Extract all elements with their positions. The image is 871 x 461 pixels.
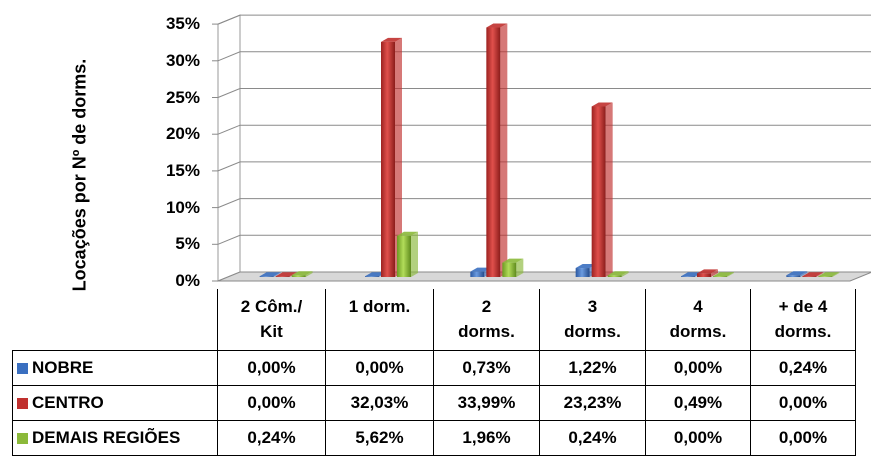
- table-row: DEMAIS REGIÕES 0,24% 5,62% 1,96% 0,24% 0,00% 0…: [12, 420, 856, 456]
- category-header-line: dorms.: [458, 322, 515, 341]
- y-tick-label: 15%: [165, 160, 200, 180]
- category-header: 2 dorms.: [433, 289, 540, 351]
- gridline: [217, 14, 871, 25]
- data-label: 0,00%: [217, 385, 326, 421]
- category-header: 3 dorms.: [539, 289, 646, 351]
- data-label: 0,00%: [750, 385, 856, 421]
- bar-1-1: [381, 37, 402, 278]
- bar-2-4: [713, 272, 734, 277]
- y-tick-label: 0%: [175, 271, 200, 290]
- table-header-row: 2 Côm./Kit 1 dorm. 2 dorms. 3 dorms. 4 dorms. +…: [12, 289, 856, 351]
- bar-1-3: [591, 102, 613, 278]
- bar-0-5: [786, 271, 808, 277]
- legend-entry: DEMAIS REGIÕES: [12, 420, 218, 456]
- plot-area: [217, 14, 871, 282]
- table-corner: [12, 289, 218, 351]
- series-name: CENTRO: [32, 393, 104, 412]
- y-tick-label: 25%: [165, 87, 200, 107]
- data-label: 1,22%: [539, 350, 646, 386]
- gridline: [217, 234, 871, 245]
- y-tick-label: 20%: [165, 124, 200, 144]
- category-header: 4 dorms.: [645, 289, 751, 351]
- y-tick-label: 10%: [165, 197, 200, 217]
- data-label: 0,00%: [750, 420, 856, 456]
- legend-entry: CENTRO: [12, 385, 218, 421]
- legend-swatch: [17, 363, 28, 374]
- bar-2-1: [397, 231, 418, 277]
- bar-0-0: [259, 272, 281, 277]
- data-label: 0,00%: [325, 350, 434, 386]
- y-axis-label: Locações por Nº de dorms.: [69, 58, 90, 292]
- category-header-line: dorms.: [669, 322, 727, 341]
- data-label: 33,99%: [433, 385, 540, 421]
- gridline: [217, 124, 871, 135]
- data-label: 32,03%: [325, 385, 434, 421]
- data-label: 5,62%: [325, 420, 434, 456]
- data-label: 0,24%: [539, 420, 646, 456]
- y-tick-label: 5%: [175, 234, 200, 254]
- category-header-line: dorms.: [774, 322, 832, 341]
- table-row: NOBRE 0,00% 0,00% 0,73% 1,22% 0,00% 0,24%: [12, 350, 856, 386]
- series-name: NOBRE: [32, 358, 94, 377]
- table-body: NOBRE 0,00% 0,00% 0,73% 1,22% 0,00% 0,24% CENTR…: [12, 350, 856, 456]
- category-header-line: + de 4: [778, 297, 828, 316]
- category-header: + de 4 dorms.: [750, 289, 856, 351]
- legend-swatch: [17, 398, 28, 409]
- bar-1-4: [697, 269, 718, 277]
- bar-2-2: [502, 258, 524, 277]
- gridline: [217, 88, 871, 98]
- category-header-line: Kit: [260, 322, 283, 341]
- data-label: 0,00%: [217, 350, 326, 386]
- floor: [217, 271, 871, 282]
- bar-chart: [212, 14, 871, 282]
- side-wall: [217, 14, 241, 282]
- bar-1-5: [802, 272, 824, 277]
- data-label: 0,00%: [645, 350, 751, 386]
- legend-swatch: [17, 433, 28, 444]
- data-label: 0,49%: [645, 385, 751, 421]
- category-header-line: [326, 319, 433, 344]
- gridline: [217, 161, 871, 172]
- bar-2-5: [818, 272, 840, 277]
- bar-2-3: [607, 271, 629, 277]
- data-label: 0,00%: [645, 420, 751, 456]
- data-label: 0,24%: [217, 420, 326, 456]
- category-header: 2 Côm./ Kit: [217, 289, 326, 351]
- bar-1-2: [486, 23, 508, 278]
- gridlines: [212, 14, 871, 282]
- category-header: 1 dorm.: [325, 289, 434, 351]
- y-tick-label: 30%: [165, 50, 200, 70]
- category-header-line: 4: [693, 297, 703, 316]
- category-header-line: 2: [481, 297, 492, 316]
- data-table: 2 Côm./Kit 1 dorm. 2 dorms. 3 dorms. 4 dorms. +…: [12, 289, 856, 456]
- gridline: [217, 198, 871, 209]
- category-header-line: dorms.: [564, 322, 621, 341]
- gridline: [217, 51, 871, 62]
- category-header-line: 2 Côm./: [240, 297, 303, 316]
- category-header-line: 3: [587, 297, 598, 316]
- data-label: 1,96%: [433, 420, 540, 456]
- legend-entry: NOBRE: [12, 350, 218, 386]
- category-header-line: 1 dorm.: [348, 297, 411, 316]
- y-tick-label: 35%: [165, 14, 200, 34]
- bars: [259, 23, 840, 278]
- data-label: 0,24%: [750, 350, 856, 386]
- series-name: DEMAIS REGIÕES: [32, 428, 181, 447]
- data-label: 0,73%: [433, 350, 540, 386]
- table-row: CENTRO 0,00% 32,03% 33,99% 23,23% 0,49% 0,00%: [12, 385, 856, 421]
- data-label: 23,23%: [539, 385, 646, 421]
- bar-2-0: [291, 271, 313, 277]
